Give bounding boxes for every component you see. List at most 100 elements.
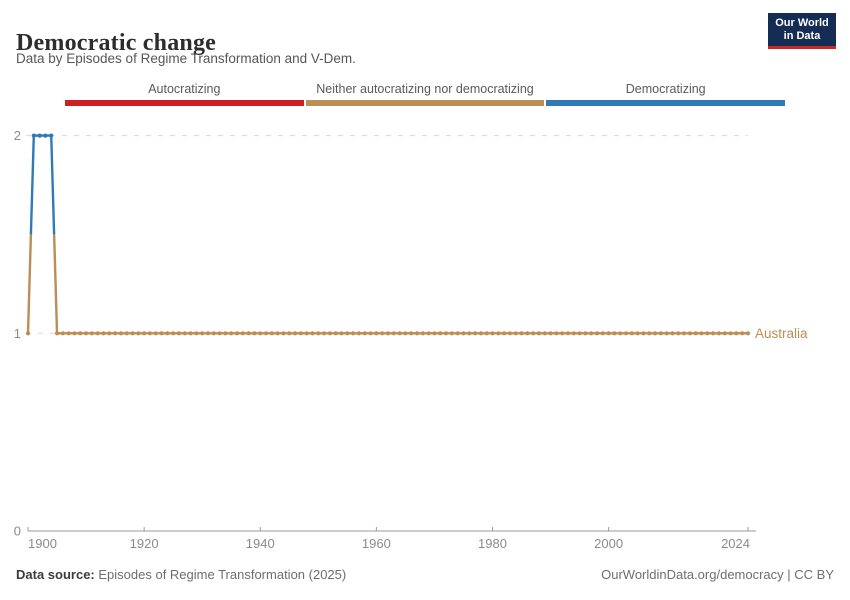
data-point-1935[interactable] bbox=[229, 331, 234, 336]
data-point-1938[interactable] bbox=[246, 331, 251, 336]
data-point-1945[interactable] bbox=[287, 331, 292, 336]
data-point-1959[interactable] bbox=[368, 331, 373, 336]
data-point-1986[interactable] bbox=[525, 331, 530, 336]
data-point-1960[interactable] bbox=[374, 331, 379, 336]
data-point-2016[interactable] bbox=[699, 331, 704, 336]
data-point-2022[interactable] bbox=[734, 331, 739, 336]
data-point-1965[interactable] bbox=[403, 331, 408, 336]
data-point-1903[interactable] bbox=[43, 133, 48, 138]
data-point-1931[interactable] bbox=[205, 331, 211, 336]
data-point-2009[interactable] bbox=[658, 331, 664, 336]
data-point-1956[interactable] bbox=[351, 331, 356, 336]
data-point-1906[interactable] bbox=[60, 331, 65, 336]
data-point-1994[interactable] bbox=[571, 331, 576, 336]
data-point-1996[interactable] bbox=[583, 331, 588, 336]
data-point-1990[interactable] bbox=[548, 331, 553, 336]
legend-item-democratizing[interactable]: Democratizing bbox=[546, 82, 786, 106]
data-point-1947[interactable] bbox=[298, 331, 304, 336]
data-point-1928[interactable] bbox=[188, 331, 193, 336]
data-point-1951[interactable] bbox=[322, 331, 327, 336]
data-point-2006[interactable] bbox=[641, 331, 646, 336]
data-point-1967[interactable] bbox=[414, 331, 420, 336]
data-point-2001[interactable] bbox=[612, 331, 617, 336]
data-point-1913[interactable] bbox=[101, 331, 106, 336]
data-point-1950[interactable] bbox=[316, 331, 321, 336]
data-point-2005[interactable] bbox=[635, 331, 640, 336]
data-point-1902[interactable] bbox=[37, 133, 42, 138]
data-point-1933[interactable] bbox=[217, 331, 222, 336]
data-point-1962[interactable] bbox=[385, 331, 391, 336]
data-point-1920[interactable] bbox=[142, 331, 147, 336]
data-point-1957[interactable] bbox=[356, 331, 362, 336]
data-point-2017[interactable] bbox=[705, 331, 710, 336]
data-point-2023[interactable] bbox=[740, 331, 745, 336]
owid-url-license[interactable]: OurWorldinData.org/democracy | CC BY bbox=[601, 567, 834, 582]
data-point-1970[interactable] bbox=[432, 331, 437, 336]
data-point-1922[interactable] bbox=[153, 331, 158, 336]
data-point-2019[interactable] bbox=[716, 331, 722, 336]
data-point-1905[interactable] bbox=[54, 331, 60, 336]
data-point-1924[interactable] bbox=[165, 331, 170, 336]
data-point-1901[interactable] bbox=[31, 133, 36, 138]
data-point-1972[interactable] bbox=[443, 331, 449, 336]
data-point-1961[interactable] bbox=[380, 331, 385, 336]
data-point-1937[interactable] bbox=[240, 331, 245, 336]
data-point-1927[interactable] bbox=[182, 331, 187, 336]
data-point-1987[interactable] bbox=[531, 331, 536, 336]
data-point-1926[interactable] bbox=[176, 331, 182, 336]
data-point-1969[interactable] bbox=[426, 331, 431, 336]
data-point-1980[interactable] bbox=[490, 331, 495, 336]
data-point-2021[interactable] bbox=[728, 331, 733, 336]
data-point-1948[interactable] bbox=[304, 331, 309, 336]
data-point-2018[interactable] bbox=[711, 331, 716, 336]
data-point-1991[interactable] bbox=[554, 331, 559, 336]
data-point-1955[interactable] bbox=[345, 331, 350, 336]
data-point-1939[interactable] bbox=[252, 331, 257, 336]
data-point-1989[interactable] bbox=[542, 331, 547, 336]
data-point-1941[interactable] bbox=[263, 331, 269, 336]
data-point-1932[interactable] bbox=[211, 331, 216, 336]
data-point-1979[interactable] bbox=[484, 331, 489, 336]
data-point-1964[interactable] bbox=[397, 331, 402, 336]
data-point-1949[interactable] bbox=[310, 331, 315, 336]
data-point-1975[interactable] bbox=[461, 331, 466, 336]
data-point-2020[interactable] bbox=[722, 331, 727, 336]
data-point-1946[interactable] bbox=[292, 331, 298, 336]
owid-logo[interactable]: Our World in Data bbox=[768, 13, 836, 49]
data-point-2011[interactable] bbox=[670, 331, 675, 336]
data-point-1925[interactable] bbox=[171, 331, 176, 336]
data-point-2002[interactable] bbox=[618, 331, 623, 336]
data-point-1954[interactable] bbox=[339, 331, 344, 336]
data-point-1993[interactable] bbox=[565, 331, 571, 336]
data-point-1940[interactable] bbox=[258, 331, 263, 336]
data-point-1968[interactable] bbox=[420, 331, 425, 336]
data-point-1973[interactable] bbox=[449, 331, 454, 336]
data-point-1915[interactable] bbox=[112, 331, 118, 336]
data-point-1992[interactable] bbox=[560, 331, 565, 336]
data-point-2010[interactable] bbox=[664, 331, 669, 336]
data-point-1919[interactable] bbox=[136, 331, 141, 336]
data-point-1930[interactable] bbox=[200, 331, 205, 336]
data-point-1916[interactable] bbox=[118, 331, 124, 336]
data-point-1977[interactable] bbox=[472, 331, 478, 336]
data-point-1944[interactable] bbox=[281, 331, 286, 336]
data-point-2003[interactable] bbox=[623, 331, 629, 336]
data-point-2007[interactable] bbox=[647, 331, 652, 336]
data-point-2013[interactable] bbox=[682, 331, 687, 336]
data-point-1907[interactable] bbox=[66, 331, 71, 336]
data-point-1984[interactable] bbox=[513, 331, 518, 336]
data-point-1904[interactable] bbox=[49, 133, 54, 138]
data-point-1911[interactable] bbox=[89, 331, 94, 336]
data-point-1909[interactable] bbox=[78, 331, 83, 336]
data-source-link[interactable]: Episodes of Regime Transformation (2025) bbox=[98, 567, 347, 582]
data-point-1998[interactable] bbox=[594, 331, 600, 336]
data-point-1971[interactable] bbox=[438, 331, 443, 336]
data-point-1900[interactable] bbox=[25, 331, 31, 336]
data-point-1910[interactable] bbox=[83, 331, 89, 336]
data-point-1921[interactable] bbox=[147, 331, 153, 336]
data-point-2000[interactable] bbox=[606, 331, 611, 336]
data-point-1923[interactable] bbox=[159, 331, 164, 336]
data-point-1918[interactable] bbox=[130, 331, 135, 336]
data-point-1942[interactable] bbox=[269, 331, 274, 336]
data-point-1943[interactable] bbox=[275, 331, 280, 336]
